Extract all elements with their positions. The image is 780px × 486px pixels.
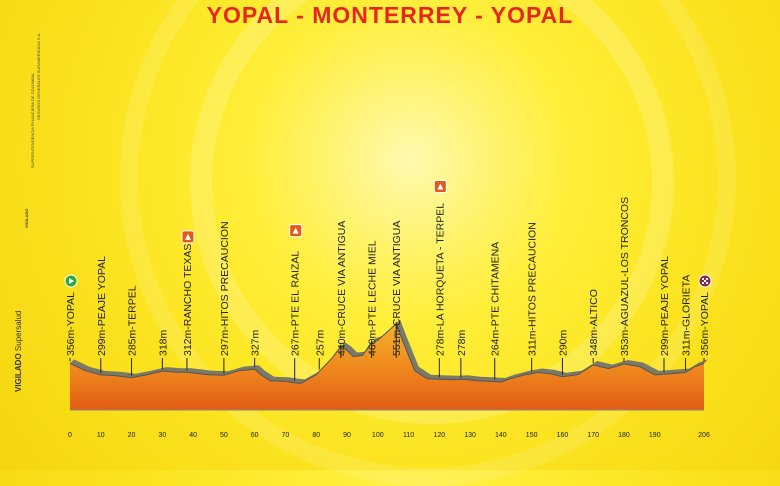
poi-label: 356m-YOPAL <box>699 292 711 356</box>
poi-label: 297m-HITOS PRECAUCION <box>219 221 231 356</box>
x-tick-label: 20 <box>128 432 136 439</box>
x-tick-label: 40 <box>189 432 197 439</box>
poi-label: 285m-TERPEL <box>127 285 139 356</box>
poi-label: 311m-HITOS PRECAUCION <box>527 222 539 356</box>
poi-label: 299m-PEAJE YOPAL <box>659 256 671 356</box>
x-tick-label: 180 <box>618 432 630 439</box>
poi-label: 348m-ALTICO <box>588 289 600 356</box>
poi-label: 257m <box>314 329 326 356</box>
x-tick-label: 120 <box>433 432 445 439</box>
poi-label: 353m-AGUAZUL-LOS TRONCOS <box>619 197 631 356</box>
poi-label: 290m <box>557 329 569 356</box>
poi-label: 267m-PTE EL RAIZAL <box>290 251 302 356</box>
poi-label: 299m-PEAJE YOPAL <box>96 256 108 356</box>
sprint-icon <box>433 180 447 193</box>
route-title: YOPAL - MONTERREY - YOPAL <box>206 2 574 28</box>
x-tick-label: 140 <box>495 432 507 439</box>
x-tick-label: 60 <box>251 432 259 439</box>
x-tick-label: 190 <box>649 432 661 439</box>
poi-label: 278m <box>456 329 468 356</box>
x-tick-label: 50 <box>220 432 228 439</box>
sprint-icon <box>289 224 303 238</box>
poi-label: 318m <box>157 329 169 356</box>
x-tick-label: 130 <box>464 432 476 439</box>
poi-label: 278m-LA HORQUETA - TERPEL <box>434 203 446 356</box>
elevation-line <box>69 322 705 384</box>
x-tick-label: 170 <box>587 432 599 439</box>
poi-label: 460m-PTE LECHE MIEL <box>367 240 379 356</box>
poi-label: 312m-RANCHO TEXAS <box>182 244 194 356</box>
finish-flag-icon <box>698 274 712 288</box>
x-tick-label: 206 <box>698 432 710 439</box>
start-flag-icon <box>64 274 78 288</box>
poi-label: 264m-PTE CHITAMENA <box>490 242 502 356</box>
x-tick-label: 80 <box>312 432 320 439</box>
x-tick-label: 30 <box>158 432 166 439</box>
x-tick-label: 100 <box>372 432 384 439</box>
x-tick-label: 110 <box>403 432 414 439</box>
elevation-area <box>70 323 704 410</box>
x-tick-label: 90 <box>343 432 351 439</box>
poi-label: 440m-CRUCE VIA ANTIGUA <box>336 221 348 356</box>
sprint-icon <box>181 230 195 244</box>
x-tick-label: 10 <box>97 432 105 439</box>
poi-label: 551m-CRUCE VIA ANTIGUA <box>391 221 403 356</box>
x-tick-label: 0 <box>68 432 72 439</box>
x-tick-label: 160 <box>557 432 569 439</box>
poi-label: 356m-YOPAL <box>65 292 77 356</box>
poi-label: 327m <box>250 329 262 356</box>
poi-label: 311m-GLORIETA <box>681 275 693 356</box>
elevation-profile-chart: 356m-YOPAL 299m-PEAJE YOPAL 285m-TERPEL 318… <box>64 180 712 439</box>
x-tick-label: 70 <box>282 432 290 439</box>
x-tick-label: 150 <box>526 432 538 439</box>
